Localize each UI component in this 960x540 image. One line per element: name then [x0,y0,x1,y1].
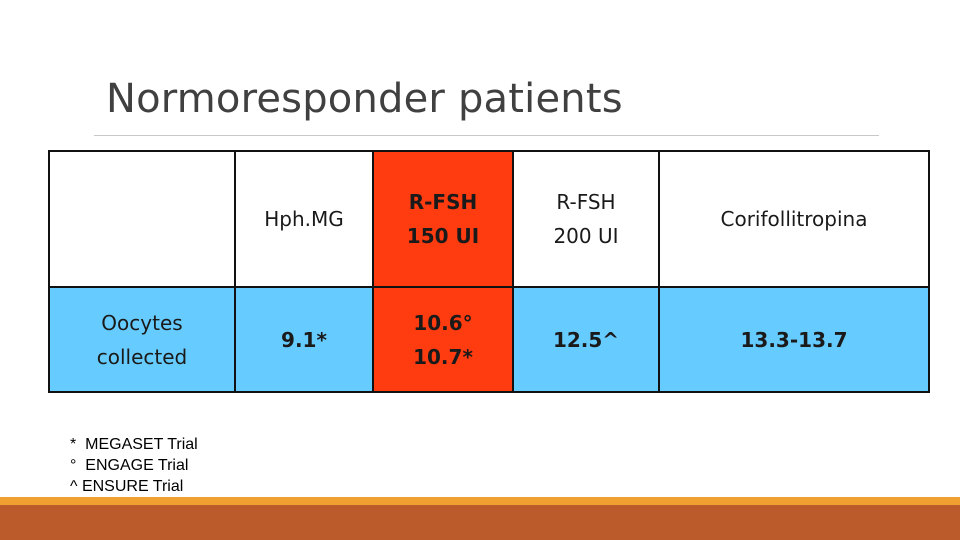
header-rfsh-150-line-1: R-FSH [408,190,478,214]
header-corifollitropina: Corifollitropina [658,150,930,288]
cell-hphmg-value: 9.1* [234,286,374,393]
cell-rfsh-150-value-line-2: 10.7* [413,344,473,369]
header-rfsh-200: R-FSH 200 UI [512,150,660,288]
table-header-row: Hph.MG R-FSH 150 UI R-FSH 200 UI Corifol… [48,150,930,288]
row-label-line-2: collected [96,344,188,369]
cell-corifollitropina-value-line-1: 13.3-13.7 [740,327,848,352]
header-rfsh-200-line-2: 200 UI [553,224,619,248]
footnotes: * MEGASET Trial ° ENGAGE Trial ^ ENSURE … [70,434,198,497]
header-corifollitropina-line-1: Corifollitropina [720,207,868,231]
footer-accent-stripe [0,497,960,505]
header-hphmg: Hph.MG [234,150,374,288]
footnote-megaset: * MEGASET Trial [70,436,198,453]
cell-rfsh-200-value-line-1: 12.5^ [552,327,620,352]
title-divider [94,135,879,136]
header-rfsh-150: R-FSH 150 UI [372,150,514,288]
cell-rfsh-150-value: 10.6° 10.7* [372,286,514,393]
header-rfsh-150-line-2: 150 UI [406,224,480,248]
slide-title: Normoresponder patients [106,76,623,122]
cell-corifollitropina-value: 13.3-13.7 [658,286,930,393]
footnote-engage: ° ENGAGE Trial [70,457,189,474]
footer-bar [0,505,960,540]
header-empty-cell [48,150,236,288]
row-label-oocytes: Oocytes collected [48,286,236,393]
cell-rfsh-150-value-line-1: 10.6° [413,310,473,335]
table-row-oocytes: Oocytes collected 9.1* 10.6° 10.7* 12.5^… [48,286,930,393]
header-rfsh-200-line-1: R-FSH [556,190,616,214]
cell-hphmg-value-line-1: 9.1* [281,327,327,352]
footnote-ensure: ^ ENSURE Trial [70,478,184,495]
comparison-table: Hph.MG R-FSH 150 UI R-FSH 200 UI Corifol… [48,150,930,393]
cell-rfsh-200-value: 12.5^ [512,286,660,393]
header-hphmg-line-1: Hph.MG [264,207,344,231]
row-label-line-1: Oocytes [101,310,183,335]
